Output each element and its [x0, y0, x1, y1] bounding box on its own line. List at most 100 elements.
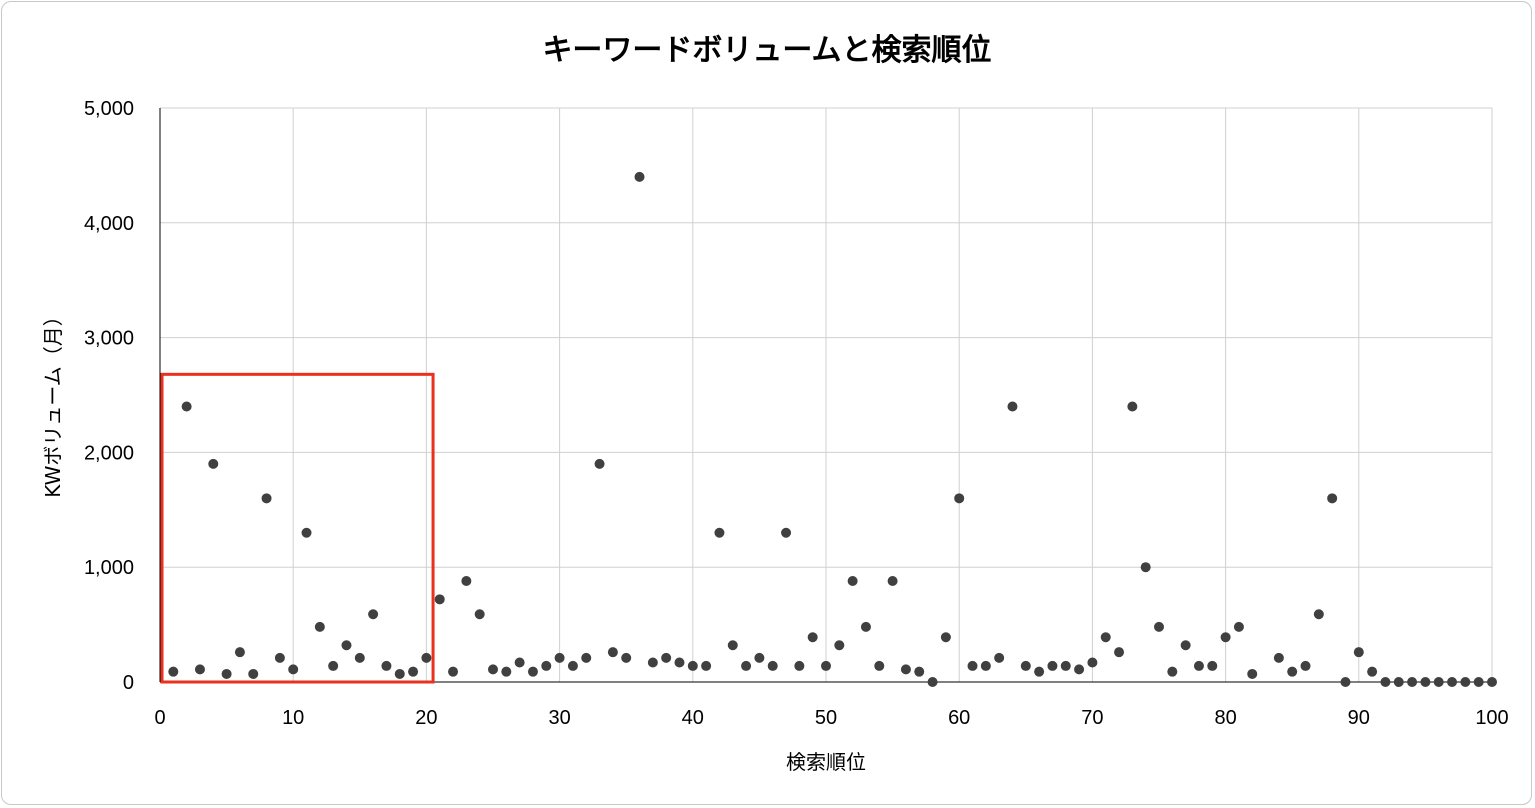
- data-point: [1353, 647, 1364, 658]
- data-point: [874, 660, 885, 671]
- data-point: [194, 664, 205, 675]
- data-point: [474, 609, 485, 620]
- data-point: [208, 458, 219, 469]
- y-axis-label: KWボリューム（月）: [41, 306, 65, 498]
- x-tick-labels: 0 10 20 30 40 50 60 70 80 90 100: [154, 707, 1508, 729]
- data-point: [261, 493, 272, 504]
- data-point: [607, 647, 618, 658]
- data-point: [807, 632, 818, 643]
- data-point: [168, 666, 179, 677]
- data-point: [1060, 660, 1071, 671]
- data-point: [1233, 621, 1244, 632]
- data-point: [1393, 677, 1404, 687]
- data-point: [248, 668, 259, 679]
- data-point: [1340, 677, 1351, 687]
- data-point: [1154, 621, 1164, 632]
- data-point: [1273, 652, 1284, 663]
- data-point: [1287, 666, 1298, 677]
- data-point: [1487, 677, 1497, 687]
- data-point: [887, 575, 898, 586]
- data-point: [714, 527, 725, 538]
- data-point: [834, 640, 845, 651]
- data-point: [701, 660, 712, 671]
- data-point: [448, 666, 459, 677]
- data-point: [234, 647, 245, 658]
- data-point: [541, 660, 552, 671]
- data-point: [1114, 647, 1125, 658]
- data-point: [647, 657, 658, 668]
- data-point: [301, 527, 312, 538]
- y-tick-label: 1,000: [84, 557, 134, 579]
- data-point: [1007, 401, 1018, 412]
- data-point: [634, 171, 645, 182]
- data-point: [687, 660, 698, 671]
- data-point: [1220, 632, 1231, 643]
- data-point: [674, 657, 685, 668]
- data-point: [1407, 677, 1418, 687]
- data-point: [900, 664, 911, 675]
- data-point: [994, 652, 1005, 663]
- data-point: [1447, 677, 1458, 687]
- data-point: [581, 652, 592, 663]
- data-point: [354, 652, 365, 663]
- data-point: [940, 632, 951, 643]
- data-point: [1100, 632, 1111, 643]
- data-point: [1193, 660, 1204, 671]
- data-point: [1460, 677, 1471, 687]
- x-tick-label: 50: [815, 707, 837, 729]
- data-point: [847, 575, 858, 586]
- data-point: [1300, 660, 1311, 671]
- y-tick-label: 0: [123, 672, 134, 694]
- data-point: [368, 609, 379, 620]
- data-point: [1247, 668, 1258, 679]
- data-point: [274, 652, 285, 663]
- data-point: [314, 621, 325, 632]
- data-point: [221, 668, 232, 679]
- data-point: [461, 575, 472, 586]
- data-point: [741, 660, 752, 671]
- data-point: [1420, 677, 1431, 687]
- data-point: [621, 652, 632, 663]
- data-point: [1047, 660, 1058, 671]
- x-tick-label: 70: [1081, 707, 1103, 729]
- data-point: [1367, 666, 1378, 677]
- data-point: [501, 666, 512, 677]
- data-point: [394, 668, 405, 679]
- data-point: [434, 594, 445, 605]
- x-tick-label: 20: [415, 707, 437, 729]
- data-point: [1180, 640, 1191, 651]
- data-point: [781, 527, 792, 538]
- data-point: [1473, 677, 1484, 687]
- data-point: [1127, 401, 1138, 412]
- data-point: [1313, 609, 1324, 620]
- x-tick-label: 40: [682, 707, 704, 729]
- data-point: [821, 660, 831, 671]
- data-point: [328, 660, 339, 671]
- data-point: [967, 660, 978, 671]
- data-points: [168, 171, 1497, 687]
- data-point: [341, 640, 352, 651]
- data-point: [594, 458, 605, 469]
- data-point: [727, 640, 738, 651]
- data-point: [927, 677, 938, 687]
- data-point: [488, 664, 498, 675]
- data-point: [661, 652, 672, 663]
- data-point: [914, 666, 925, 677]
- data-point: [954, 493, 965, 504]
- data-point: [1140, 562, 1151, 573]
- data-point: [408, 666, 419, 677]
- data-point: [767, 660, 778, 671]
- data-point: [381, 660, 392, 671]
- x-tick-label: 0: [154, 707, 165, 729]
- x-tick-label: 100: [1475, 707, 1508, 729]
- data-point: [1074, 664, 1085, 675]
- data-point: [860, 621, 871, 632]
- data-point: [794, 660, 805, 671]
- gridlines: [160, 107, 1493, 682]
- x-tick-label: 80: [1214, 707, 1236, 729]
- data-point: [754, 652, 765, 663]
- y-tick-labels: 0 1,000 2,000 3,000 4,000 5,000: [84, 98, 134, 694]
- x-tick-label: 90: [1348, 707, 1370, 729]
- data-point: [1034, 666, 1045, 677]
